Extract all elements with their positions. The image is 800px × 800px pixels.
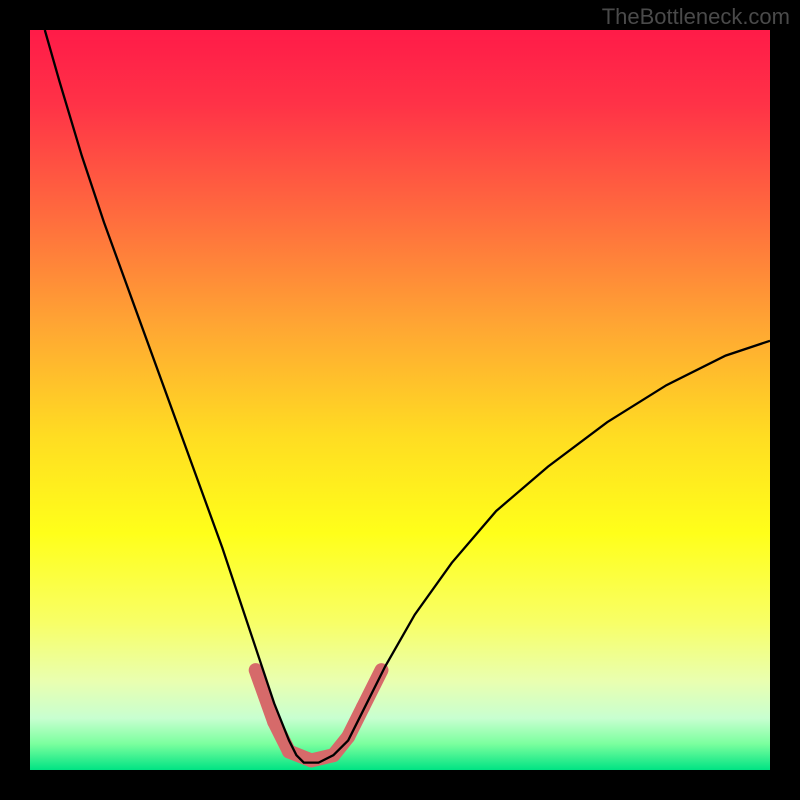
plot-background-gradient [30, 30, 770, 770]
bottleneck-chart [0, 0, 800, 800]
